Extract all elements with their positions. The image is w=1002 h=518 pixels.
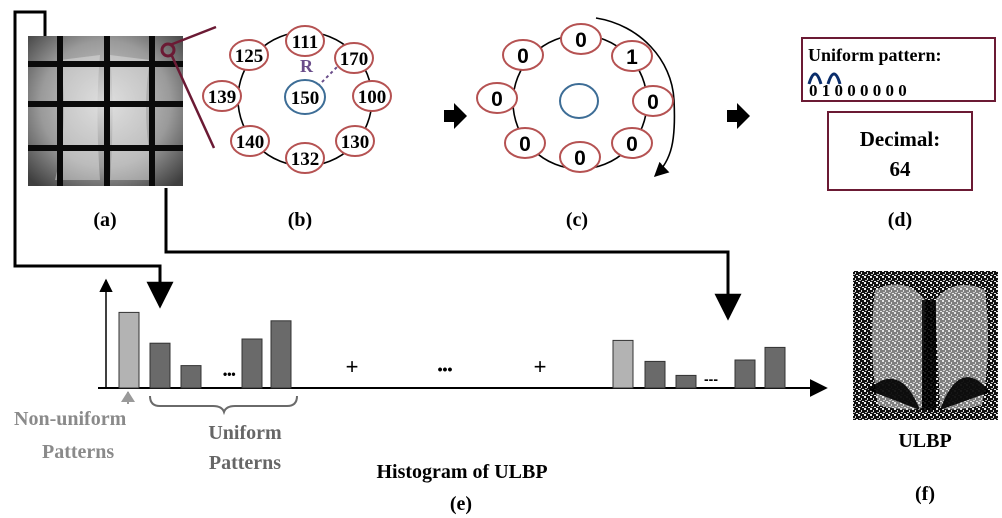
bit-value: 0	[574, 147, 586, 170]
panel-d-decimal-box: Decimal: 64	[827, 111, 973, 191]
neighbor-pixel: 132	[285, 142, 325, 174]
bit-value-node: 0	[476, 82, 518, 114]
histogram-bar-uniform	[270, 320, 292, 389]
decimal-value: 64	[890, 157, 912, 181]
neighbor-pixel: 100	[352, 80, 392, 112]
radius-label: R	[300, 56, 314, 76]
histogram-bar-uniform	[149, 342, 171, 389]
bit-value-node: 0	[559, 141, 601, 173]
uniform-brace	[149, 395, 298, 416]
zoom-lines	[169, 25, 217, 149]
bit-value: 0	[519, 133, 531, 156]
bit-value-node: 0	[632, 85, 674, 117]
neighbor-pixel: 140	[230, 125, 270, 157]
non-uniform-pointer	[121, 391, 135, 404]
bit-value-node: 0	[502, 39, 544, 71]
uniform-pattern-title: Uniform pattern:	[808, 45, 941, 65]
histogram-bar-uniform	[644, 360, 666, 389]
neighbor-pixel: 125	[229, 39, 269, 71]
panel-d-label: (d)	[888, 209, 912, 231]
non-uniform-label-line2: Patterns	[42, 441, 114, 463]
ulbp-title: ULBP	[898, 430, 951, 452]
binary-code: 0 1 0 0 0 0 0 0	[809, 81, 907, 100]
neighbor-pixel: 139	[202, 80, 242, 112]
panel-c-label: (c)	[566, 209, 588, 231]
ellipsis-left-bars: •••	[223, 367, 236, 381]
histogram-bar-uniform	[734, 359, 756, 389]
neighbor-pixel: 130	[335, 125, 375, 157]
bit-value-node: 0	[504, 127, 546, 159]
dashes-right-bars: ---	[704, 371, 718, 387]
histogram-bars-right	[612, 339, 786, 389]
histogram-bar-non-uniform	[118, 311, 140, 389]
histogram-bar-non-uniform	[612, 339, 634, 389]
neighbor-value: 130	[341, 132, 370, 153]
panel-b-label: (b)	[288, 209, 312, 231]
histogram-title: Histogram of ULBP	[376, 461, 547, 483]
panel-f-label: (f)	[915, 483, 935, 505]
non-uniform-label-line1: Non-uniform	[14, 408, 127, 430]
uniform-label-line2: Patterns	[209, 452, 281, 474]
histogram-bar-uniform	[764, 346, 786, 389]
neighbor-value: 140	[236, 132, 265, 153]
panel-d-uniform-box: Uniform pattern: 0 1 0 0 0 0 0 0	[801, 37, 996, 102]
bit-value: 0	[517, 45, 529, 68]
bit-value: 0	[575, 29, 587, 52]
bit-value-node: 1	[611, 40, 653, 72]
neighbor-value: 139	[208, 87, 237, 108]
neighbor-value: 100	[358, 87, 387, 108]
histogram-bar-uniform	[180, 365, 202, 389]
plus-sign-1: +	[346, 354, 359, 379]
arrow-c-to-d	[727, 103, 750, 129]
bit-value: 0	[626, 133, 638, 156]
neighbor-value: 170	[340, 49, 369, 70]
panel-e-label: (e)	[450, 493, 472, 515]
neighbor-value: 111	[292, 32, 318, 53]
center-pixel-value: 150	[291, 88, 320, 109]
connector-right	[164, 188, 742, 321]
bit-value-node: 0	[560, 23, 602, 55]
histogram-bars-left	[118, 311, 292, 389]
connector-left	[13, 10, 174, 309]
neighbor-value: 132	[291, 149, 320, 170]
panel-a-xray-image	[28, 36, 183, 186]
uniform-label-line1: Uniform	[208, 422, 282, 444]
neighbor-pixel: 111	[285, 25, 325, 57]
histogram-bar-uniform	[675, 374, 697, 389]
arrow-b-to-c	[444, 103, 467, 129]
ellipsis-middle: •••	[438, 361, 453, 377]
plus-sign-2: +	[534, 354, 547, 379]
bit-value: 0	[647, 91, 659, 114]
bit-value-node: 0	[611, 127, 653, 159]
bit-value: 0	[491, 88, 503, 111]
neighbor-pixel: 170	[334, 42, 374, 74]
neighbor-value: 125	[235, 46, 264, 67]
histogram-axes	[98, 278, 828, 397]
panel-b-neighborhood: R 150 111 170 100 130 132 140 139 125	[202, 25, 392, 174]
bit-value: 1	[626, 46, 638, 69]
decimal-title: Decimal:	[860, 127, 940, 151]
panel-f-ulbp-image	[853, 271, 998, 420]
panel-a-label: (a)	[93, 209, 116, 231]
histogram-bar-uniform	[241, 338, 263, 389]
